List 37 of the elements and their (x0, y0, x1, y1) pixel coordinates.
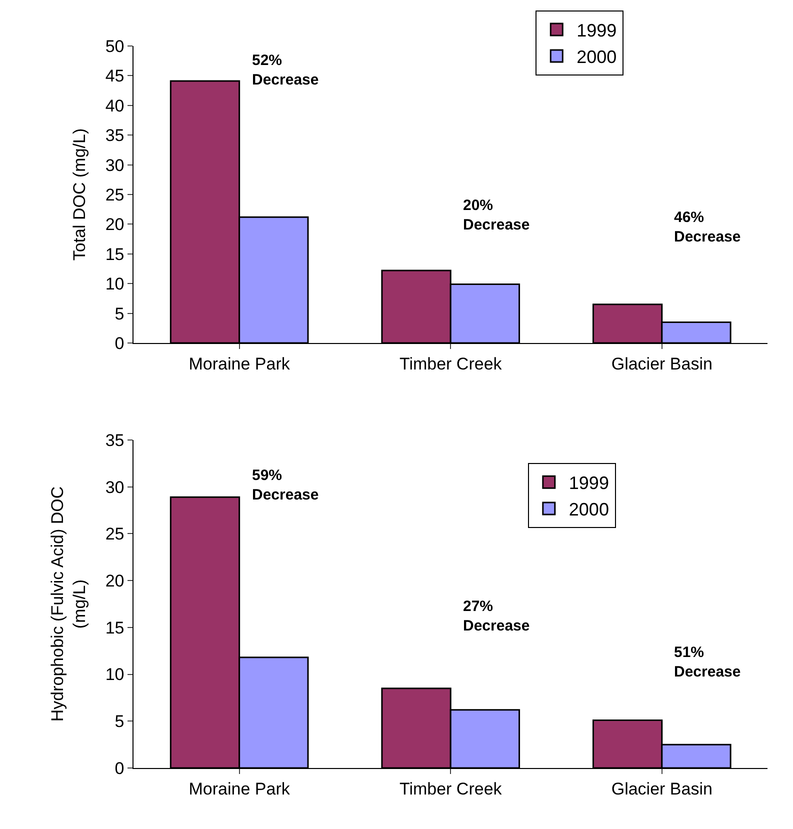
annotation: 51% Decrease (674, 644, 741, 680)
y-tick-label: 20 (105, 215, 124, 234)
y-tick-label: 15 (105, 244, 124, 264)
y-tick-label: 25 (105, 524, 124, 544)
x-tick-label: Timber Creek (399, 354, 502, 374)
x-tick-label: Glacier Basin (611, 779, 712, 798)
annotation: 27% Decrease (463, 598, 530, 634)
y-tick-label: 30 (105, 478, 124, 497)
annotation: 20% Decrease (463, 197, 530, 234)
legend-label: 2000 (576, 46, 617, 67)
legend-label: 1999 (576, 20, 617, 41)
x-tick-label: Moraine Park (188, 779, 290, 798)
y-tick-label: 30 (105, 156, 124, 175)
y-axis-title: Hydrophobic (Fulvic Acid) DOC (mg/L) (48, 486, 89, 722)
y-tick-label: 5 (114, 304, 124, 324)
annotation: 46% Decrease (674, 209, 741, 246)
y-tick-label: 35 (105, 430, 124, 450)
y-tick-label: 50 (105, 36, 124, 56)
y-tick-label: 5 (114, 712, 124, 732)
legend-label: 2000 (568, 500, 609, 520)
y-tick-label: 10 (105, 665, 124, 684)
y-tick-label: 15 (105, 618, 124, 638)
y-tick-label: 45 (105, 66, 124, 86)
y-tick-label: 10 (105, 274, 124, 294)
y-tick-label: 35 (105, 126, 124, 146)
y-tick-label: 20 (105, 572, 124, 591)
y-tick-label: 0 (114, 334, 124, 353)
x-tick-label: Glacier Basin (611, 354, 712, 374)
legend-label: 1999 (568, 473, 609, 494)
y-axis-title: Total DOC (mg/L) (70, 128, 89, 261)
x-tick-label: Timber Creek (399, 779, 502, 798)
y-tick-label: 25 (105, 185, 124, 204)
x-tick-label: Moraine Park (188, 354, 290, 374)
y-tick-label: 40 (105, 96, 124, 116)
annotation: 52% Decrease (252, 52, 319, 88)
y-tick-label: 0 (114, 758, 124, 778)
annotation: 59% Decrease (252, 467, 319, 504)
